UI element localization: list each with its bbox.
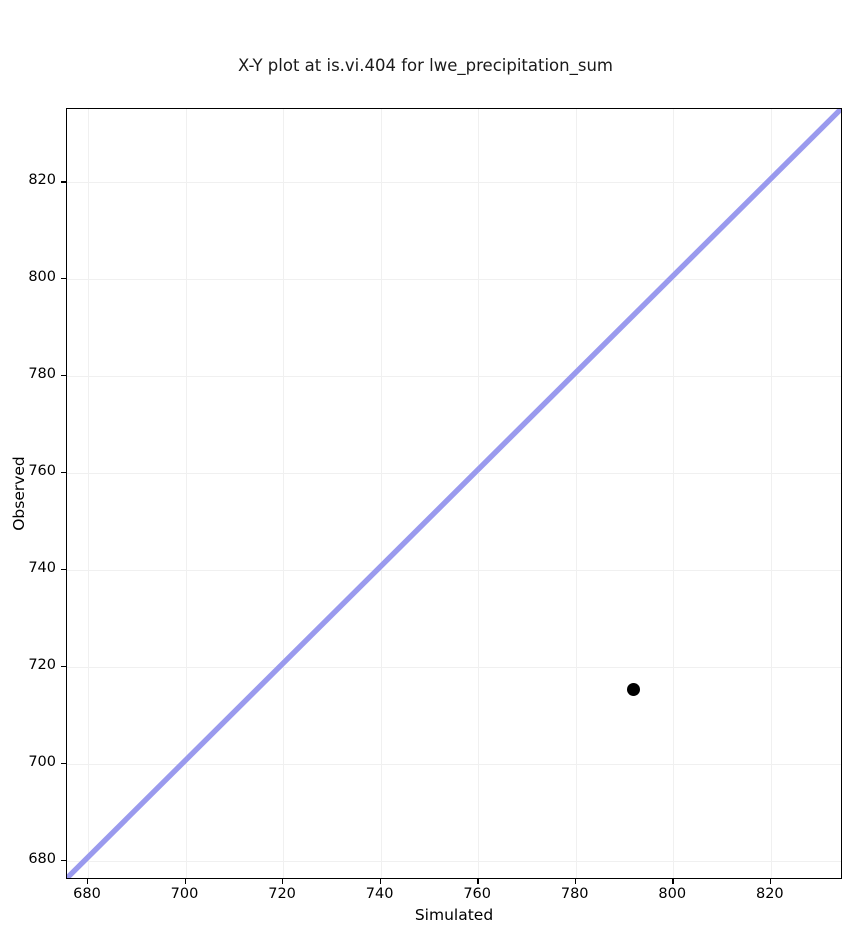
x-axis-tick [672,879,674,884]
x-axis-tick-label: 760 [463,886,491,902]
y-axis-label: Observed [10,456,28,531]
gridline-horizontal [67,763,841,765]
x-axis-tick-label: 740 [365,886,394,902]
y-axis-tick [61,375,66,377]
y-axis-tick-label: 700 [28,753,56,770]
x-axis-tick [477,879,479,884]
x-axis-tick [184,879,186,884]
identity-line [67,109,841,878]
gridline-horizontal [67,666,841,668]
x-axis-tick-label: 680 [73,886,101,902]
x-axis-tick-label: 720 [268,886,296,902]
gridline-horizontal [67,182,841,184]
gridline-vertical [380,109,382,878]
gridline-vertical [770,109,772,878]
y-axis-tick [61,665,66,668]
x-axis-label: Simulated [414,906,494,924]
chart-title-line-1: X-Y plot at is.vi.404 for lwe_precipitat… [238,56,613,75]
x-axis-tick [379,879,381,884]
y-axis-tick [61,181,66,183]
gridline-vertical [575,109,577,878]
x-axis-tick [86,879,89,884]
scatter-point [626,683,640,697]
gridline-horizontal [67,569,841,572]
y-axis-tick [61,762,66,765]
y-axis-tick [61,278,66,280]
y-axis-tick-label: 740 [28,559,56,576]
x-axis-tick-label: 820 [755,886,784,902]
y-axis-tick-label: 680 [28,850,56,867]
y-axis-tick-label: 820 [28,172,56,189]
gridline-horizontal [67,376,841,378]
x-axis-tick [574,879,577,884]
identity-line-segment [67,109,841,878]
gridline-vertical [185,109,187,878]
gridline-horizontal [67,279,841,281]
x-axis-tick [282,879,284,884]
gridline-horizontal [67,472,841,475]
gridline-vertical [87,109,90,878]
x-axis-tick-label: 780 [560,886,589,902]
gridline-horizontal [67,860,841,862]
y-axis-tick-label: 780 [28,366,56,382]
y-axis-tick-label: 760 [28,462,56,479]
gridline-vertical [478,109,480,878]
y-axis-tick [61,568,66,571]
y-axis-tick [61,471,66,474]
y-axis-tick [61,859,66,861]
x-axis-tick-label: 700 [170,886,199,902]
x-axis-tick-label: 800 [658,886,687,902]
plot-area [66,108,842,879]
y-axis-tick-label: 800 [28,269,56,286]
gridline-vertical [283,109,285,878]
x-axis-tick [769,879,772,884]
gridline-vertical [673,109,675,878]
y-axis-tick-label: 720 [28,656,56,673]
